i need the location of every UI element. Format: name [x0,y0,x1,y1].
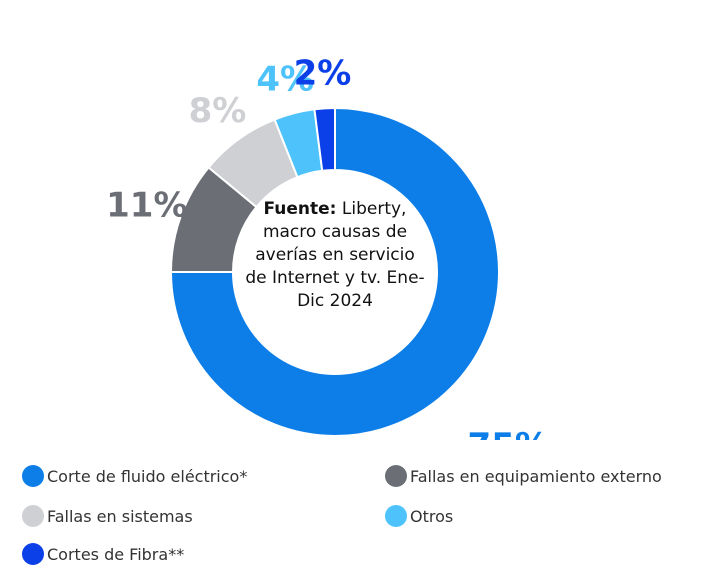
legend-item-fallas-en-equipamiento-externo: Fallas en equipamiento externo [385,465,662,487]
value-label-cortes-de-fibra: 2% [294,53,352,93]
legend-swatch [22,465,44,487]
legend-item-cortes-de-fibra: Cortes de Fibra** [22,543,184,565]
source-text: Liberty, macro causas de averías en serv… [245,199,425,311]
value-label-fallas-en-equipamiento-externo: 11% [106,185,187,225]
legend-swatch [385,505,407,527]
legend-item-fallas-en-sistemas: Fallas en sistemas [22,505,193,527]
legend-label: Otros [410,506,454,526]
legend-label: Fallas en equipamiento externo [410,466,662,486]
legend-label: Fallas en sistemas [47,506,193,526]
center-note: Fuente: Liberty, macro causas de averías… [245,198,425,313]
legend: Corte de fluido eléctrico* Fallas en equi… [0,455,720,575]
value-label-fallas-en-sistemas: 8% [189,91,247,131]
legend-item-otros: Otros [385,505,453,527]
legend-item-corte-de-fluido-electrico: Corte de fluido eléctrico* [22,465,247,487]
value-label-corte-de-fluido-electrico: 75% [468,426,549,440]
donut-chart: 75% 11% 8%4%2% Fuente: Liberty, macro caus… [106,53,549,440]
legend-label: Cortes de Fibra** [47,544,185,564]
slice-corte-de-fluido-electrico [169,106,500,437]
donut-svg: 75% 11% 8%4%2% [106,53,549,440]
legend-swatch [22,505,44,527]
legend-swatch [22,543,44,565]
value-label-otros: 4% [256,59,314,99]
slice-cortes-de-fibra [313,106,336,172]
source-label: Fuente: [263,199,337,219]
legend-label: Corte de fluido eléctrico* [47,466,248,486]
legend-swatch [385,465,407,487]
